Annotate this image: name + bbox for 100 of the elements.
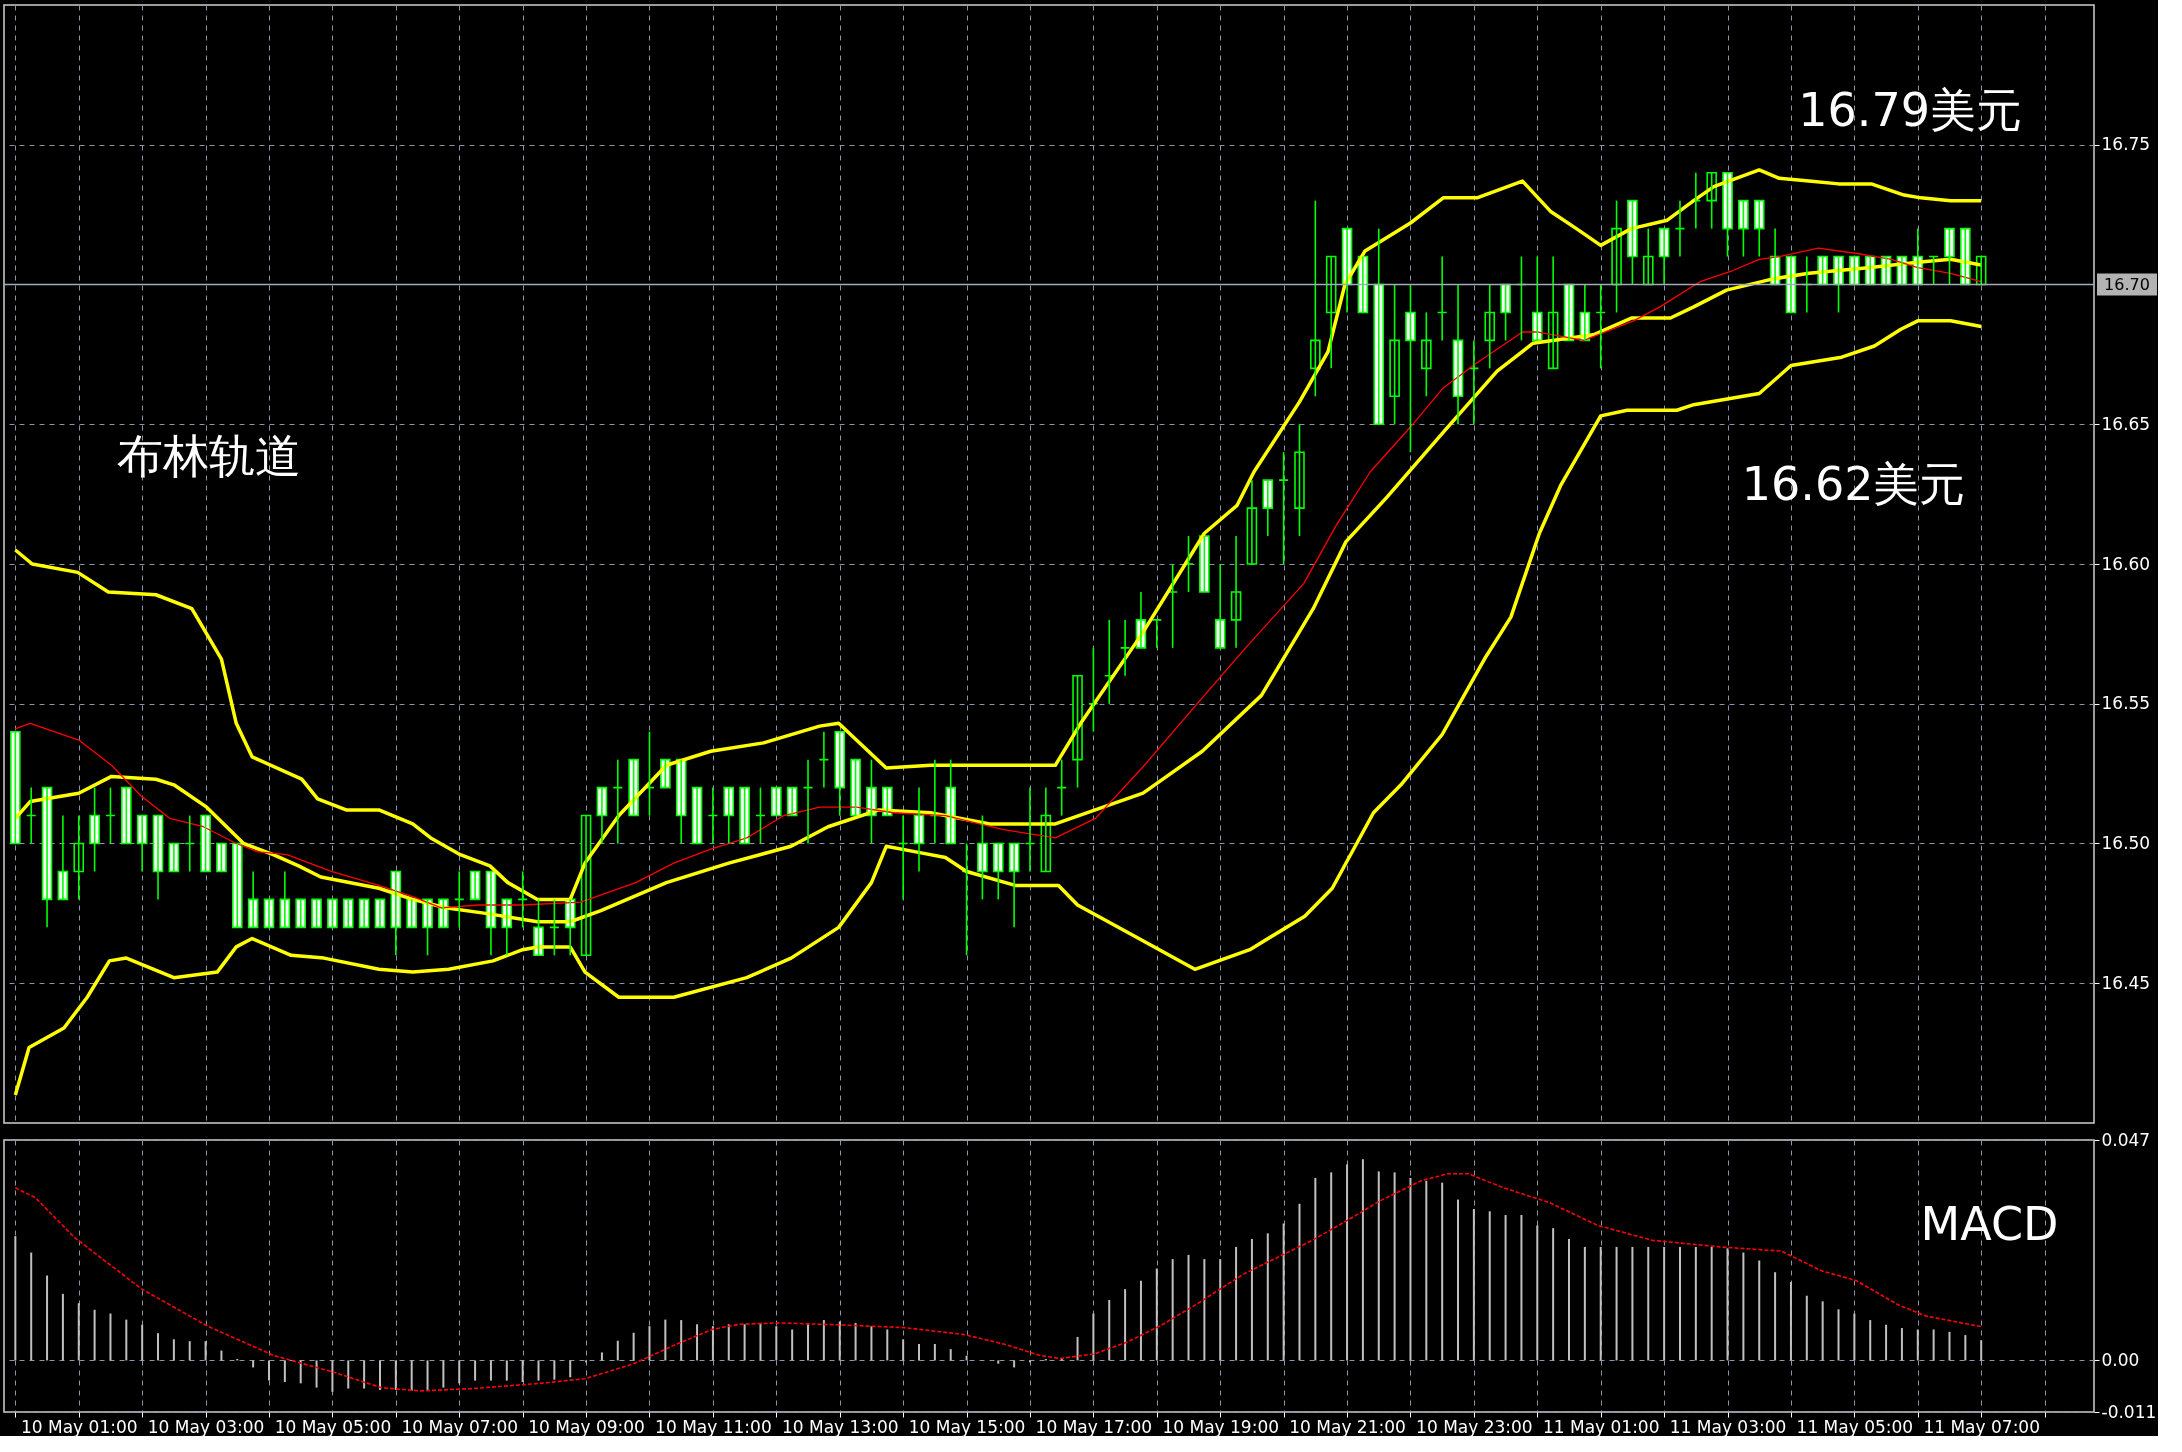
bar <box>46 1275 49 1361</box>
x-tick-label: 10 May 17:00 <box>1035 1416 1153 1437</box>
bar <box>1235 1246 1238 1361</box>
bar <box>1805 1295 1808 1361</box>
candlestick <box>327 898 338 929</box>
candlestick <box>231 842 243 929</box>
bar <box>252 1360 255 1368</box>
bar <box>1488 1211 1491 1361</box>
bar <box>1758 1260 1761 1361</box>
bar <box>141 1324 144 1361</box>
x-tick-label: 11 May 03:00 <box>1669 1416 1787 1437</box>
candlestick <box>1421 311 1432 398</box>
bar <box>664 1319 667 1361</box>
bar <box>1615 1246 1618 1361</box>
x-tick-label: 11 May 07:00 <box>1923 1416 2040 1437</box>
bar <box>1964 1335 1967 1361</box>
candlestick <box>374 898 386 929</box>
bar <box>1171 1259 1174 1361</box>
y-tick-label: 16.60 <box>2101 553 2151 574</box>
bar <box>1774 1272 1777 1361</box>
bar <box>1092 1313 1095 1361</box>
bar <box>648 1326 651 1361</box>
x-tick-label: 10 May 01:00 <box>20 1416 138 1437</box>
bar <box>1916 1329 1919 1361</box>
bar <box>1869 1320 1872 1361</box>
bar <box>30 1252 33 1361</box>
bar <box>711 1326 714 1361</box>
x-tick-label: 10 May 23:00 <box>1416 1416 1533 1437</box>
bar <box>616 1340 619 1361</box>
bar <box>1472 1208 1475 1361</box>
ref-line-label: 16.70 <box>2104 274 2150 294</box>
bar <box>1298 1203 1301 1361</box>
bar <box>1742 1252 1745 1361</box>
bar <box>157 1333 160 1361</box>
bar <box>331 1360 334 1392</box>
bar <box>854 1322 857 1361</box>
bar <box>1441 1182 1444 1361</box>
bar <box>505 1360 508 1381</box>
candlestick <box>1199 535 1210 593</box>
bar <box>1187 1254 1190 1361</box>
bar <box>1948 1331 1951 1361</box>
y-tick-label: 16.65 <box>2101 413 2151 434</box>
bar <box>537 1360 540 1381</box>
y-tick-label: -0.011 <box>2101 1401 2157 1422</box>
bar <box>1647 1246 1650 1361</box>
candlestick <box>200 814 211 873</box>
candlestick <box>977 814 988 901</box>
bar <box>933 1344 936 1361</box>
bar <box>1678 1246 1681 1361</box>
candlestick <box>1357 255 1369 314</box>
bar <box>1694 1246 1697 1361</box>
bar <box>125 1319 128 1361</box>
bar <box>1457 1199 1460 1361</box>
bar <box>1314 1177 1317 1361</box>
bar <box>93 1309 96 1361</box>
bar <box>410 1360 413 1391</box>
bar <box>743 1324 746 1361</box>
bar <box>489 1360 492 1381</box>
bar <box>204 1341 207 1361</box>
bar <box>870 1326 873 1361</box>
x-tick-label: 10 May 13:00 <box>781 1416 899 1437</box>
bar <box>1599 1246 1602 1361</box>
bar <box>1504 1215 1507 1361</box>
bar <box>1536 1225 1539 1361</box>
candlestick <box>1563 283 1575 342</box>
annotation: 16.79美元 <box>1798 83 2022 138</box>
annotation: 16.62美元 <box>1741 456 1966 511</box>
x-tick-label: 10 May 11:00 <box>655 1416 772 1437</box>
candlestick <box>881 786 893 817</box>
bar <box>1155 1268 1158 1361</box>
bar <box>394 1360 397 1390</box>
candlestick <box>1944 227 1955 286</box>
bar <box>822 1320 825 1361</box>
bar <box>1266 1233 1269 1361</box>
x-tick-label: 10 May 09:00 <box>528 1416 645 1437</box>
bar <box>426 1360 429 1390</box>
x-tick-label: 11 May 05:00 <box>1796 1416 1914 1437</box>
bar <box>14 1236 17 1361</box>
candlestick <box>10 730 21 845</box>
candlestick <box>1405 283 1416 453</box>
bar <box>1361 1159 1364 1361</box>
y-tick-label: 0.047 <box>2101 1129 2151 1150</box>
candlestick <box>1785 255 1797 314</box>
bar <box>553 1360 556 1380</box>
bar <box>378 1360 381 1390</box>
candlestick <box>580 814 592 957</box>
bar <box>1900 1328 1903 1361</box>
bar <box>791 1329 794 1361</box>
y-tick-label: 16.75 <box>2101 134 2151 155</box>
candlestick <box>358 898 370 929</box>
candlestick <box>168 842 180 873</box>
bar <box>172 1339 175 1361</box>
y-tick-label: 16.55 <box>2101 693 2151 714</box>
candlestick <box>691 786 703 845</box>
x-tick-label: 10 May 07:00 <box>401 1416 519 1437</box>
bar <box>680 1320 683 1361</box>
x-tick-label: 10 May 03:00 <box>147 1416 265 1437</box>
bar <box>807 1324 810 1361</box>
bar <box>1853 1313 1856 1361</box>
bar <box>77 1303 80 1361</box>
